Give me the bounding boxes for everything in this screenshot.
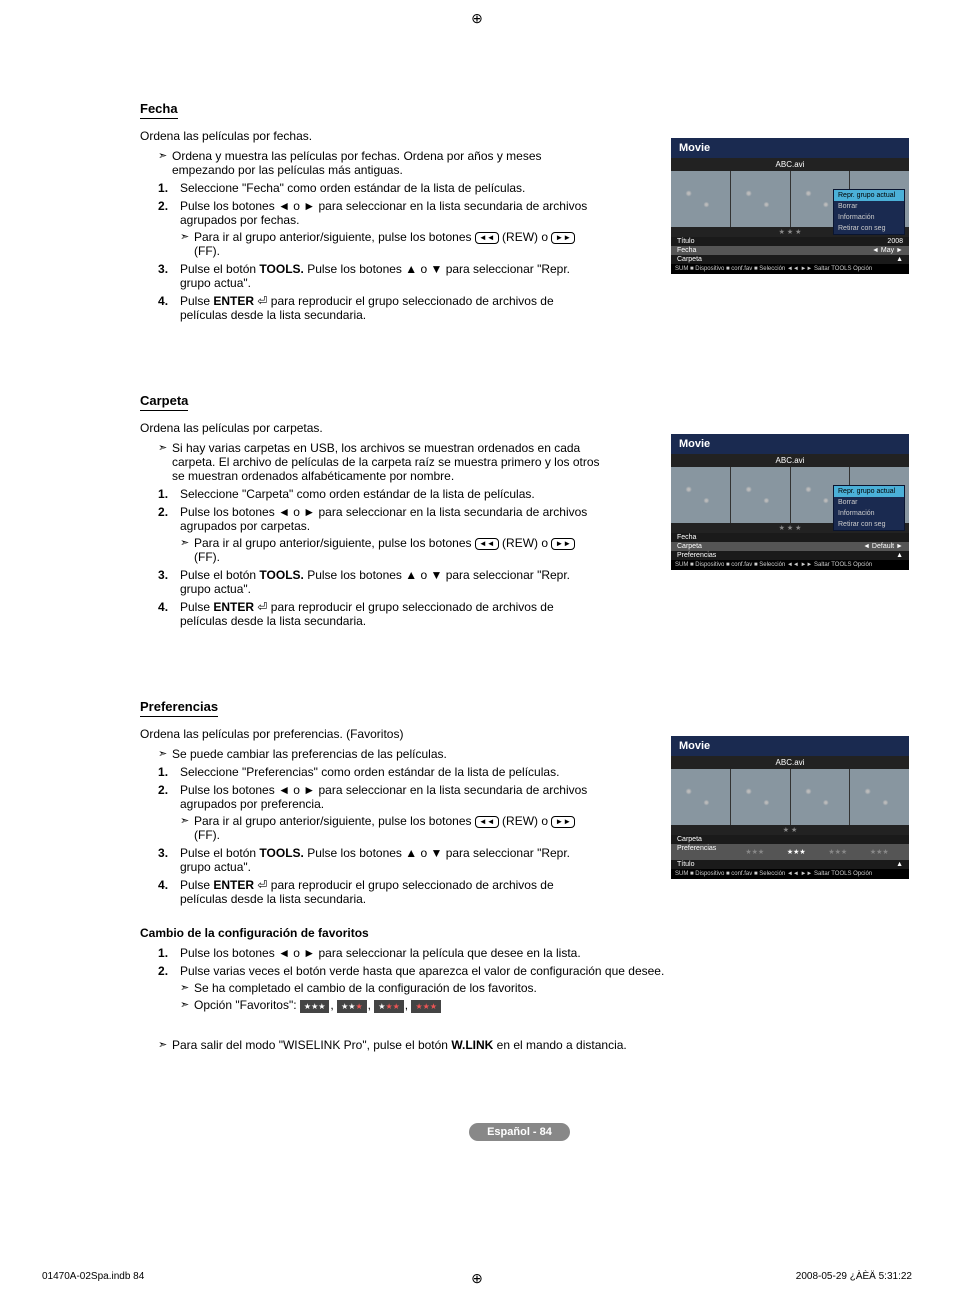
context-menu: Repr. grupo actual Borrar Información Re…: [833, 485, 905, 531]
screenshot-title: Movie: [671, 736, 909, 756]
step: Seleccione "Preferencias" como orden est…: [158, 765, 588, 779]
thumbnail: [671, 467, 730, 523]
note: Ordena y muestra las películas por fecha…: [158, 149, 602, 177]
thumbnail: [671, 769, 730, 825]
subheading-favoritos: Cambio de la configuración de favoritos: [140, 926, 899, 940]
step: Seleccione "Carpeta" como orden estándar…: [158, 487, 588, 501]
sub-note: Opción "Favoritos": ★★★, ★★★, ★★★, ★★★: [180, 998, 838, 1013]
step-list: Seleccione "Carpeta" como orden estándar…: [158, 487, 588, 628]
intro-text: Ordena las películas por carpetas.: [140, 421, 899, 435]
sub-note: Para ir al grupo anterior/siguiente, pul…: [180, 536, 588, 564]
step: Pulse ENTER ⏎ para reproducir el grupo s…: [158, 878, 588, 906]
screenshot-footer: SUM ■ Dispositivo ■ conf.fav ■ Selección…: [671, 869, 909, 879]
step: Pulse el botón TOOLS. Pulse los botones …: [158, 846, 588, 874]
screenshot-title: Movie: [671, 434, 909, 454]
step: Pulse varias veces el botón verde hasta …: [158, 964, 838, 1013]
ff-icon: ►►: [551, 232, 575, 244]
context-menu: Repr. grupo actual Borrar Información Re…: [833, 189, 905, 235]
section-title: Preferencias: [140, 699, 218, 717]
note: Si hay varias carpetas en USB, los archi…: [158, 441, 602, 483]
step: Pulse los botones ◄ o ► para seleccionar…: [158, 783, 588, 842]
sort-rows: Carpeta Preferencias ★★★ ★★★ ★★★ ★★★ Tít…: [671, 835, 909, 869]
sort-rows: Fecha Carpeta◄ Default ► Preferencias▲: [671, 533, 909, 560]
section-title: Fecha: [140, 101, 178, 119]
enter-icon: ⏎: [257, 878, 267, 892]
thumbnail-row: [671, 769, 909, 825]
menu-item: Repr. grupo actual: [834, 486, 904, 497]
ff-icon: ►►: [551, 816, 575, 828]
rew-icon: ◄◄: [475, 816, 499, 828]
sub-note: Se ha completado el cambio de la configu…: [180, 981, 838, 995]
doc-filename: 01470A-02Spa.indb 84: [42, 1271, 144, 1282]
sub-note: Para ir al grupo anterior/siguiente, pul…: [180, 230, 588, 258]
sub-note: Para ir al grupo anterior/siguiente, pul…: [180, 814, 588, 842]
step: Pulse el botón TOOLS. Pulse los botones …: [158, 262, 588, 290]
thumbnail: [790, 769, 850, 825]
menu-item: Borrar: [834, 497, 904, 508]
menu-item: Retirar con seg: [834, 223, 904, 234]
section-title: Carpeta: [140, 393, 188, 411]
rating-indicator: ★ ★: [671, 825, 909, 835]
step: Pulse los botones ◄ o ► para seleccionar…: [158, 946, 838, 960]
doc-timestamp: 2008-05-29 ¿ÀÈÄ 5:31:22: [796, 1271, 912, 1282]
step: Pulse los botones ◄ o ► para seleccionar…: [158, 199, 588, 258]
exit-note: Para salir del modo "WISELINK Pro", puls…: [158, 1038, 899, 1052]
ff-icon: ►►: [551, 538, 575, 550]
thumbnail: [730, 467, 790, 523]
screenshot-filename: ABC.avi: [671, 158, 909, 171]
note: Se puede cambiar las preferencias de las…: [158, 747, 602, 761]
menu-item: Información: [834, 508, 904, 519]
favorite-options: ★★★, ★★★, ★★★, ★★★: [300, 998, 442, 1013]
screenshot-filename: ABC.avi: [671, 454, 909, 467]
screenshot-footer: SUM ■ Dispositivo ■ conf.fav ■ Selección…: [671, 264, 909, 274]
step: Pulse el botón TOOLS. Pulse los botones …: [158, 568, 588, 596]
language-page-label: Español - 84: [469, 1123, 570, 1141]
thumbnail: [730, 171, 790, 227]
step: Pulse ENTER ⏎ para reproducir el grupo s…: [158, 600, 588, 628]
menu-item: Información: [834, 212, 904, 223]
registration-mark-bottom: ⊕: [471, 1270, 483, 1287]
enter-icon: ⏎: [257, 600, 267, 614]
section-carpeta: Movie ABC.avi Repr. grupo actual Borrar …: [140, 392, 899, 628]
menu-item: Borrar: [834, 201, 904, 212]
thumbnail: [671, 171, 730, 227]
thumbnail: [849, 769, 909, 825]
screenshot-fecha: Movie ABC.avi Repr. grupo actual Borrar …: [671, 138, 909, 274]
section-fecha: Movie ABC.avi Repr. grupo actual Borrar …: [140, 100, 899, 322]
screenshot-carpeta: Movie ABC.avi Repr. grupo actual Borrar …: [671, 434, 909, 570]
step: Pulse los botones ◄ o ► para seleccionar…: [158, 505, 588, 564]
rew-icon: ◄◄: [475, 232, 499, 244]
sort-rows: Título2008 Fecha◄ May ► Carpeta▲: [671, 237, 909, 264]
step: Pulse ENTER ⏎ para reproducir el grupo s…: [158, 294, 588, 322]
rew-icon: ◄◄: [475, 538, 499, 550]
thumbnail: [730, 769, 790, 825]
menu-item: Retirar con seg: [834, 519, 904, 530]
step-list: Seleccione "Fecha" como orden estándar d…: [158, 181, 588, 322]
enter-icon: ⏎: [257, 294, 267, 308]
step-list: Seleccione "Preferencias" como orden est…: [158, 765, 588, 906]
step: Seleccione "Fecha" como orden estándar d…: [158, 181, 588, 195]
screenshot-filename: ABC.avi: [671, 756, 909, 769]
screenshot-preferencias: Movie ABC.avi ★ ★ Carpeta Preferencias ★…: [671, 736, 909, 879]
screenshot-footer: SUM ■ Dispositivo ■ conf.fav ■ Selección…: [671, 560, 909, 570]
menu-item: Repr. grupo actual: [834, 190, 904, 201]
page-footer: Español - 84: [140, 1122, 899, 1141]
section-preferencias: Movie ABC.avi ★ ★ Carpeta Preferencias ★…: [140, 698, 899, 1052]
step-list-favoritos: Pulse los botones ◄ o ► para seleccionar…: [158, 946, 838, 1013]
screenshot-title: Movie: [671, 138, 909, 158]
